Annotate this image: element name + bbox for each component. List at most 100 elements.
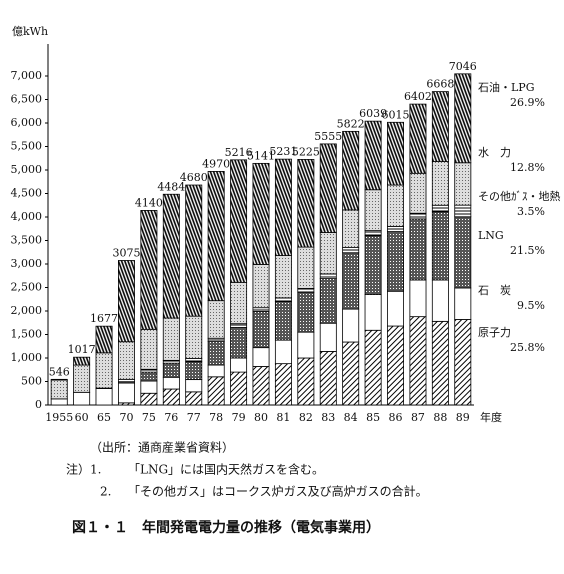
bar-segment bbox=[342, 247, 360, 254]
bar-segment bbox=[342, 252, 360, 310]
bar-segment bbox=[409, 103, 427, 174]
bar-segment bbox=[230, 159, 248, 283]
bar-segment bbox=[364, 120, 382, 191]
bar-segment bbox=[431, 161, 449, 206]
bar-segment bbox=[230, 327, 248, 359]
bar-segment bbox=[409, 218, 427, 281]
bar-segment bbox=[207, 364, 225, 378]
bar-segment bbox=[185, 379, 203, 393]
y-tick-label: 1,000 bbox=[11, 351, 43, 364]
total-label: 6668 bbox=[426, 78, 454, 91]
bar-segment bbox=[454, 319, 472, 406]
legend-share: 25.8% bbox=[510, 341, 545, 354]
bar-segment bbox=[274, 255, 292, 299]
bar-segment bbox=[252, 162, 270, 265]
bar-segment bbox=[364, 189, 382, 232]
y-tick-label: 5,000 bbox=[11, 163, 43, 176]
bar-segment bbox=[274, 158, 292, 256]
note-text: 「LNG」には国内天然ガスを含む。 bbox=[128, 462, 324, 477]
bar-segment bbox=[431, 279, 449, 322]
y-tick-label: 2,000 bbox=[11, 304, 43, 317]
bar-segment bbox=[162, 317, 180, 361]
legend-share: 12.8% bbox=[510, 161, 545, 174]
bar-segment bbox=[207, 341, 225, 366]
bar-segment bbox=[319, 322, 337, 352]
total-label: 4680 bbox=[180, 171, 208, 184]
y-tick-label: 5,500 bbox=[11, 140, 43, 153]
bar-segment bbox=[297, 291, 315, 333]
bar-segment bbox=[185, 315, 203, 359]
bar-segment bbox=[185, 391, 203, 406]
bar-segment bbox=[364, 235, 382, 295]
x-tick-label: 65 bbox=[97, 411, 111, 424]
bar-segment bbox=[454, 162, 472, 206]
bar-segment bbox=[409, 279, 427, 318]
y-tick-label: 3,000 bbox=[11, 257, 43, 270]
x-tick-label: 1955 bbox=[45, 411, 73, 424]
note-num: 注）1. bbox=[66, 462, 101, 477]
bar-segment bbox=[73, 364, 91, 393]
bar-segment bbox=[409, 172, 427, 214]
bar-segment bbox=[207, 300, 225, 339]
total-label: 5141 bbox=[247, 149, 275, 162]
total-label: 6015 bbox=[382, 108, 410, 121]
total-label: 4140 bbox=[135, 196, 163, 209]
bar-segment bbox=[95, 352, 113, 389]
x-tick-label: 83 bbox=[321, 411, 335, 424]
bar-segment bbox=[454, 73, 472, 164]
bar-segment bbox=[387, 184, 404, 227]
x-tick-label: 88 bbox=[433, 411, 447, 424]
bar-segment bbox=[409, 316, 427, 406]
bar-segment bbox=[342, 209, 360, 248]
bar-segment bbox=[297, 331, 315, 359]
bar-segment bbox=[387, 231, 404, 292]
bar-segment bbox=[252, 311, 270, 349]
bar-segment bbox=[364, 294, 382, 331]
bar-segment bbox=[252, 366, 270, 406]
legend-name: 石油・LPG bbox=[478, 80, 535, 94]
bar-segment bbox=[140, 371, 158, 382]
note-text: 「その他ガス」はコークス炉ガス及び高炉ガスの合計。 bbox=[128, 484, 428, 499]
bar-segment bbox=[431, 211, 449, 281]
legend-name: その他ｶﾞｽ・地熱 bbox=[478, 190, 561, 203]
bar-segment bbox=[50, 379, 68, 400]
bar-segment bbox=[409, 212, 427, 220]
bar-segment bbox=[431, 320, 449, 406]
x-unit: 年度 bbox=[480, 410, 502, 424]
total-label: 5822 bbox=[337, 117, 365, 130]
bar-segment bbox=[140, 392, 158, 406]
legend-share: 21.5% bbox=[510, 244, 545, 257]
x-tick-label: 84 bbox=[344, 411, 358, 424]
bar-segment bbox=[252, 347, 270, 367]
bar-segment bbox=[230, 357, 248, 373]
bar-segment bbox=[319, 232, 337, 275]
total-label: 546 bbox=[49, 365, 70, 378]
bar-segment bbox=[454, 204, 472, 218]
y-tick-label: 0 bbox=[35, 398, 42, 411]
bar-segment bbox=[140, 328, 158, 370]
bar-segment bbox=[297, 159, 315, 248]
bar-segment bbox=[140, 210, 158, 330]
x-tick-label: 80 bbox=[254, 411, 268, 424]
y-tick-label: 7,000 bbox=[11, 69, 43, 82]
x-tick-label: 82 bbox=[299, 411, 313, 424]
legend-share: 26.9% bbox=[510, 96, 545, 109]
y-tick-label: 2,500 bbox=[11, 281, 43, 294]
x-tick-label: 76 bbox=[164, 411, 178, 424]
legend-share: 9.5% bbox=[517, 299, 545, 312]
y-tick-label: 500 bbox=[21, 375, 42, 388]
y-tick-label: 1,500 bbox=[11, 328, 43, 341]
total-label: 5225 bbox=[292, 145, 320, 158]
total-label: 4484 bbox=[157, 180, 185, 193]
x-tick-label: 79 bbox=[232, 411, 246, 424]
y-tick-label: 6,000 bbox=[11, 116, 43, 129]
bar-segment bbox=[454, 287, 472, 320]
bar-segment bbox=[185, 184, 203, 317]
bar-segment bbox=[50, 378, 68, 381]
bar-segment bbox=[73, 391, 91, 406]
bar-segment bbox=[185, 358, 203, 363]
total-label: 1017 bbox=[68, 343, 96, 356]
bar-segment bbox=[162, 376, 180, 390]
bar-segment bbox=[387, 325, 404, 406]
